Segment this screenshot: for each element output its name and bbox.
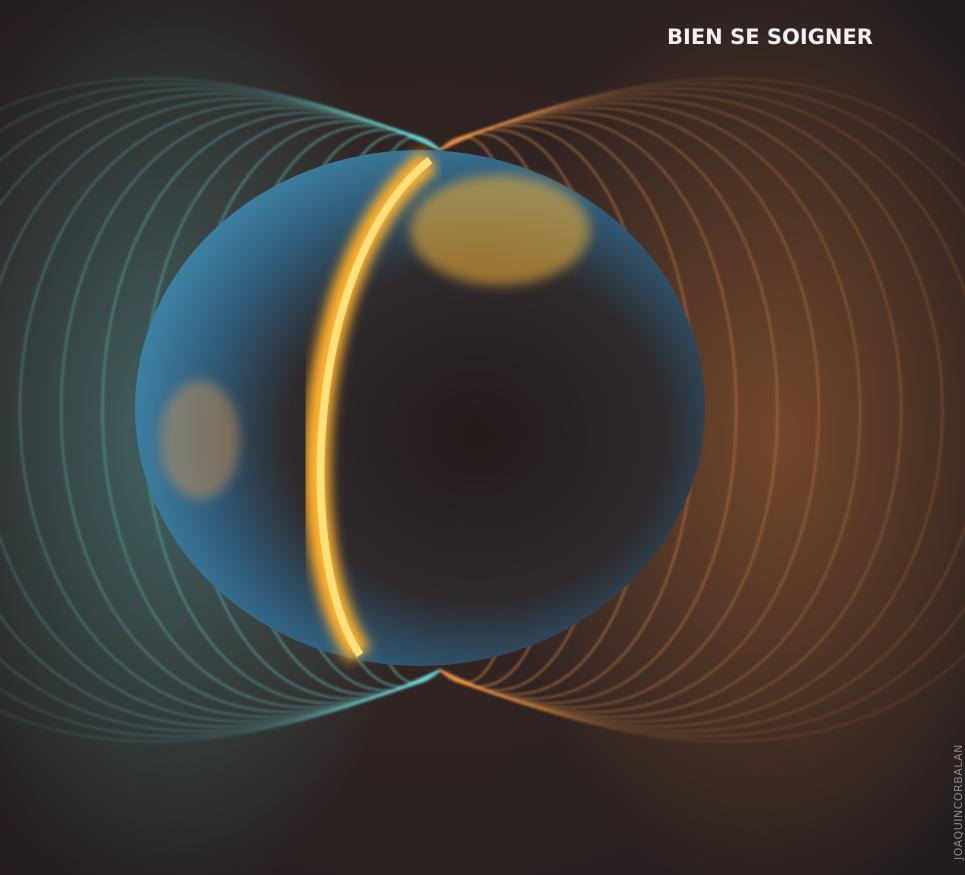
section-title: BIEN SE SOIGNER: [667, 25, 873, 49]
field-line: [439, 82, 965, 738]
field-line: [439, 116, 738, 704]
field-line: [439, 78, 965, 742]
continent: [160, 380, 240, 500]
field-line: [0, 82, 441, 738]
field-line: [0, 97, 441, 723]
field-line: [439, 92, 944, 728]
field-line: [60, 107, 441, 713]
surface-flare: [410, 175, 590, 285]
field-line: [0, 78, 441, 742]
globe: [135, 150, 705, 666]
field-line: [439, 87, 965, 733]
photo-credit: JOAQUINCORBALAN: [952, 744, 965, 861]
field-line: [439, 111, 779, 709]
field-line: [439, 102, 861, 718]
field-line: [101, 111, 441, 709]
field-line: [439, 107, 820, 713]
crescent: [316, 156, 433, 658]
field-line: [439, 97, 903, 723]
field-line: [19, 102, 441, 718]
field-line: [0, 92, 441, 728]
field-line: [0, 87, 441, 733]
